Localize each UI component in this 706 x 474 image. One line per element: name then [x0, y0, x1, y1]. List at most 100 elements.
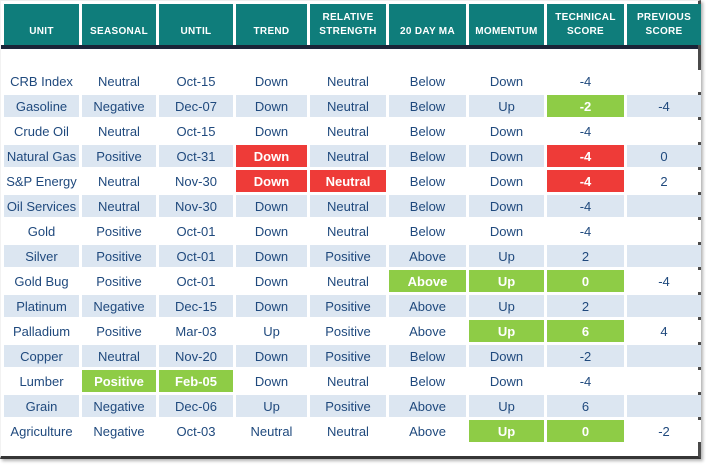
- data-cell: Negative: [82, 420, 156, 442]
- table-row-natural-gas: Natural Gas Positive Oct-31 Down Neutral Belo…: [4, 145, 701, 167]
- data-cell: Up: [236, 395, 307, 417]
- data-cell: Below: [389, 70, 466, 92]
- data-cell: Neutral: [310, 70, 386, 92]
- column-header-technical-score: TECHNICAL SCORE: [547, 4, 624, 45]
- data-cell: Neutral: [82, 120, 156, 142]
- unit-cell: Platinum: [4, 295, 79, 317]
- data-cell: Above: [389, 395, 466, 417]
- data-cell: -4: [547, 220, 624, 242]
- data-cell: Positive: [82, 320, 156, 342]
- unit-cell: Natural Gas: [4, 145, 79, 167]
- data-cell: Negative: [82, 295, 156, 317]
- data-cell: Below: [389, 170, 466, 192]
- data-cell: Up: [469, 95, 544, 117]
- data-cell: [627, 70, 701, 92]
- data-cell: 0: [547, 270, 624, 292]
- data-cell: Down: [469, 345, 544, 367]
- column-header-seasonal: SEASONAL: [82, 4, 156, 45]
- data-cell: Down: [469, 70, 544, 92]
- data-cell: Below: [389, 95, 466, 117]
- data-cell: -4: [547, 70, 624, 92]
- column-header-20-day-ma: 20 DAY MA: [389, 4, 466, 45]
- data-cell: Positive: [310, 395, 386, 417]
- data-cell: Up: [469, 420, 544, 442]
- data-cell: -4: [547, 370, 624, 392]
- table-row-platinum: Platinum Negative Dec-15 Down Positive Above U…: [4, 295, 701, 317]
- unit-cell: Agriculture: [4, 420, 79, 442]
- unit-cell: Gold: [4, 220, 79, 242]
- data-cell: Up: [469, 295, 544, 317]
- table-row-silver: Silver Positive Oct-01 Down Positive Above Up 2: [4, 245, 701, 267]
- table-row-gasoline: Gasoline Negative Dec-07 Down Neutral Below Up…: [4, 95, 701, 117]
- data-cell: Neutral: [82, 170, 156, 192]
- data-cell: 0: [627, 145, 701, 167]
- data-cell: Down: [236, 270, 307, 292]
- data-cell: 4: [627, 320, 701, 342]
- data-cell: Positive: [310, 345, 386, 367]
- data-cell: [627, 295, 701, 317]
- unit-cell: Grain: [4, 395, 79, 417]
- unit-cell: Oil Services: [4, 195, 79, 217]
- data-cell: Neutral: [310, 220, 386, 242]
- data-cell: [627, 370, 701, 392]
- data-cell: Below: [389, 120, 466, 142]
- unit-cell: Gasoline: [4, 95, 79, 117]
- data-cell: Down: [236, 245, 307, 267]
- table-row-oil-services: Oil Services Neutral Nov-30 Down Neutral Belo…: [4, 195, 701, 217]
- header-divider: [1, 45, 698, 49]
- data-cell: Positive: [310, 295, 386, 317]
- data-cell: Below: [389, 370, 466, 392]
- unit-cell: Copper: [4, 345, 79, 367]
- data-cell: Positive: [82, 145, 156, 167]
- data-cell: Below: [389, 345, 466, 367]
- data-cell: Down: [236, 370, 307, 392]
- table-row-gold: Gold Positive Oct-01 Down Neutral Below Down -4: [4, 220, 701, 242]
- data-cell: Above: [389, 245, 466, 267]
- data-cell: -4: [627, 95, 701, 117]
- data-cell: Above: [389, 320, 466, 342]
- data-cell: Below: [389, 145, 466, 167]
- data-cell: Above: [389, 270, 466, 292]
- data-cell: Oct-15: [159, 70, 233, 92]
- data-cell: Oct-15: [159, 120, 233, 142]
- technical-score-table-frame: UNIT SEASONAL UNTIL TREND RELATIVE STRENGTH 2…: [0, 0, 701, 459]
- unit-cell: Silver: [4, 245, 79, 267]
- data-cell: -2: [627, 420, 701, 442]
- data-cell: Nov-30: [159, 170, 233, 192]
- data-cell: [627, 220, 701, 242]
- data-cell: Down: [469, 120, 544, 142]
- data-cell: Neutral: [310, 170, 386, 192]
- data-cell: -4: [547, 120, 624, 142]
- data-cell: -4: [627, 270, 701, 292]
- data-cell: -2: [547, 95, 624, 117]
- unit-cell: S&P Energy: [4, 170, 79, 192]
- data-cell: Positive: [82, 370, 156, 392]
- data-cell: Mar-03: [159, 320, 233, 342]
- data-cell: Down: [469, 145, 544, 167]
- table-row-s-p-energy: S&P Energy Neutral Nov-30 Down Neutral Below D…: [4, 170, 701, 192]
- data-cell: Neutral: [310, 120, 386, 142]
- data-cell: Oct-03: [159, 420, 233, 442]
- data-cell: Neutral: [236, 420, 307, 442]
- table-row-crb-index: CRB Index Neutral Oct-15 Down Neutral Below Do…: [4, 70, 701, 92]
- table-row-lumber: Lumber Positive Feb-05 Down Neutral Below Down…: [4, 370, 701, 392]
- data-cell: Neutral: [310, 370, 386, 392]
- data-cell: Below: [389, 220, 466, 242]
- data-cell: Positive: [310, 320, 386, 342]
- column-header-relative-strength: RELATIVE STRENGTH: [310, 4, 386, 45]
- table-row-crude-oil: Crude Oil Neutral Oct-15 Down Neutral Below Do…: [4, 120, 701, 142]
- data-cell: Below: [389, 195, 466, 217]
- table-row-grain: Grain Negative Dec-06 Up Positive Above Up 6: [4, 395, 701, 417]
- unit-cell: CRB Index: [4, 70, 79, 92]
- data-cell: Down: [236, 120, 307, 142]
- data-cell: Up: [469, 320, 544, 342]
- data-cell: Neutral: [310, 420, 386, 442]
- data-cell: Down: [236, 95, 307, 117]
- unit-cell: Crude Oil: [4, 120, 79, 142]
- data-cell: Down: [236, 195, 307, 217]
- data-cell: Dec-07: [159, 95, 233, 117]
- data-cell: Oct-31: [159, 145, 233, 167]
- data-cell: 2: [627, 170, 701, 192]
- table-header-row: UNIT SEASONAL UNTIL TREND RELATIVE STRENGTH 2…: [4, 4, 701, 45]
